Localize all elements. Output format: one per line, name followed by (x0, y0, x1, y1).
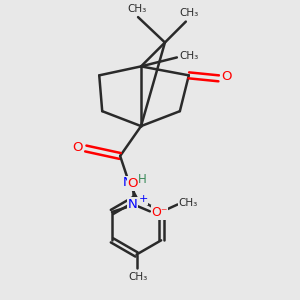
Text: O: O (221, 70, 231, 83)
Text: CH₃: CH₃ (178, 198, 198, 208)
Text: H: H (138, 173, 147, 186)
Text: CH₃: CH₃ (180, 8, 199, 18)
Text: CH₃: CH₃ (180, 51, 199, 61)
Text: CH₃: CH₃ (127, 4, 146, 14)
Text: N: N (128, 198, 138, 211)
Text: N: N (123, 176, 133, 189)
Text: O⁻: O⁻ (151, 206, 168, 219)
Text: O: O (72, 140, 83, 154)
Text: CH₃: CH₃ (128, 272, 148, 282)
Text: +: + (138, 194, 148, 204)
Text: O: O (128, 177, 138, 190)
